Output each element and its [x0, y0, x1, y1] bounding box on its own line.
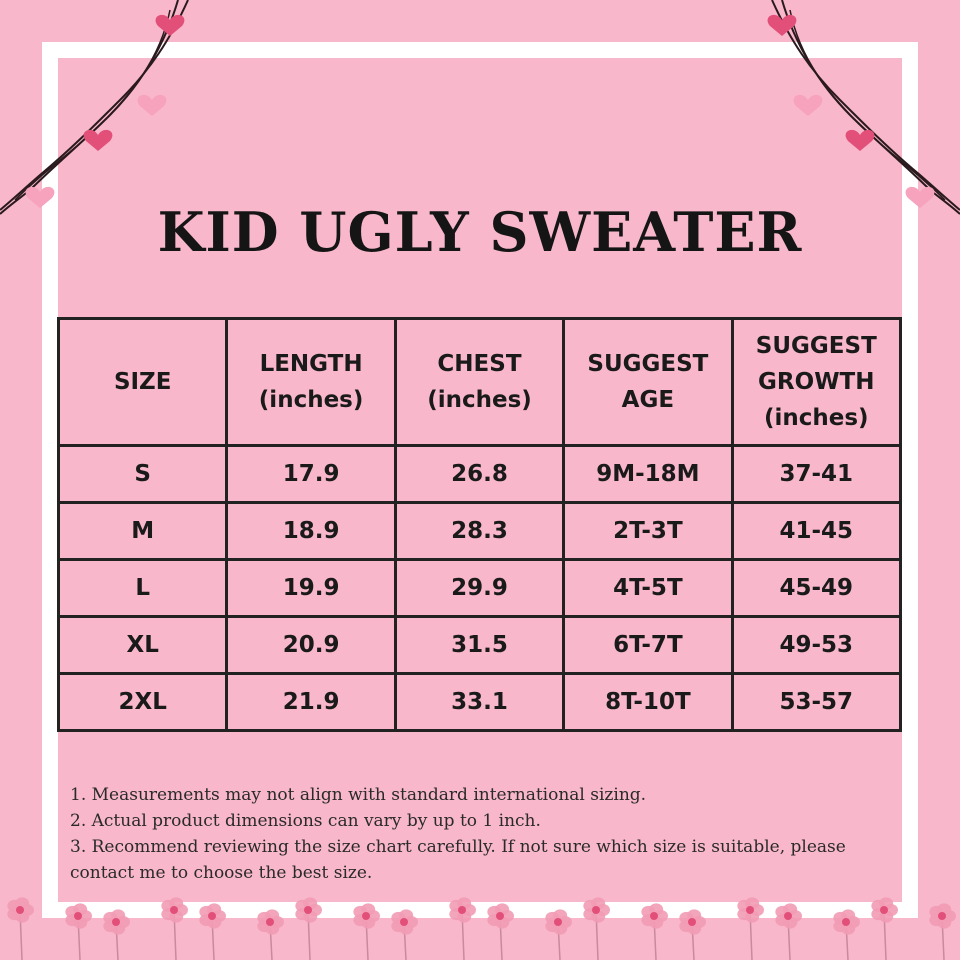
size-notes: 1. Measurements may not align with stand… — [70, 782, 910, 886]
flower-border — [7, 897, 956, 960]
heart-icon — [905, 186, 935, 208]
flower-icon — [583, 897, 610, 960]
flower-icon — [199, 903, 226, 960]
flower-icon — [449, 897, 476, 960]
cell-chest: 29.9 — [393, 558, 566, 618]
cell-growth: 37-41 — [730, 444, 903, 504]
cell-length: 17.9 — [225, 444, 397, 504]
heart-icon — [137, 94, 167, 116]
flower-icon — [7, 897, 34, 960]
flower-icon — [161, 897, 188, 960]
heart-icon — [793, 94, 823, 116]
cell-growth: 53-57 — [730, 672, 903, 732]
flower-icon — [775, 903, 802, 960]
cell-chest: 33.1 — [393, 672, 566, 732]
note-item: 2. Actual product dimensions can vary by… — [70, 811, 541, 831]
flower-icon — [103, 909, 130, 960]
heart-garland-left — [0, 0, 189, 215]
heart-icon — [845, 129, 875, 151]
cell-size: XL — [56, 615, 229, 675]
cell-age: 8T-10T — [562, 672, 734, 732]
flower-icon — [737, 897, 764, 960]
flower-icon — [65, 903, 92, 960]
size-chart-table: SIZE LENGTH (inches) CHEST (inches) SUGGES… — [56, 317, 903, 732]
cell-growth: 41-45 — [730, 501, 903, 561]
note-item: 3. Recommend reviewing the size chart ca… — [70, 837, 846, 883]
header-suggest-growth: SUGGEST GROWTH (inches) — [730, 317, 903, 447]
header-chest: CHEST (inches) — [393, 317, 566, 447]
header-size: SIZE — [56, 317, 229, 447]
heart-icon — [767, 14, 797, 36]
cell-age: 6T-7T — [562, 615, 734, 675]
cell-chest: 26.8 — [393, 444, 566, 504]
cell-size: S — [56, 444, 229, 504]
table-row: L 19.9 29.9 4T-5T 45-49 — [56, 558, 903, 618]
note-item: 1. Measurements may not align with stand… — [70, 785, 647, 805]
table-row: 2XL 21.9 33.1 8T-10T 53-57 — [56, 672, 903, 732]
flower-icon — [487, 903, 514, 960]
flower-icon — [353, 903, 380, 960]
cell-length: 18.9 — [225, 501, 397, 561]
cell-age: 4T-5T — [562, 558, 734, 618]
cell-chest: 31.5 — [393, 615, 566, 675]
page-title: KID UGLY SWEATER — [157, 200, 803, 264]
cell-size: 2XL — [56, 672, 229, 732]
flower-icon — [871, 897, 898, 960]
flower-icon — [641, 903, 668, 960]
heart-icon — [83, 129, 113, 151]
cell-growth: 45-49 — [730, 558, 903, 618]
heart-garland-right — [767, 0, 960, 215]
cell-size: L — [56, 558, 229, 618]
flower-icon — [391, 909, 418, 960]
heart-icon — [25, 186, 55, 208]
flower-icon — [833, 909, 860, 960]
cell-age: 2T-3T — [562, 501, 734, 561]
heart-icon — [155, 14, 185, 36]
cell-length: 20.9 — [225, 615, 397, 675]
cell-length: 21.9 — [225, 672, 397, 732]
table-row: S 17.9 26.8 9M-18M 37-41 — [56, 444, 903, 504]
cell-length: 19.9 — [225, 558, 397, 618]
table-row: M 18.9 28.3 2T-3T 41-45 — [56, 501, 903, 561]
table-header-row: SIZE LENGTH (inches) CHEST (inches) SUGGES… — [56, 317, 903, 447]
header-length: LENGTH (inches) — [225, 317, 397, 447]
table-row: XL 20.9 31.5 6T-7T 49-53 — [56, 615, 903, 675]
cell-chest: 28.3 — [393, 501, 566, 561]
header-suggest-age: SUGGEST AGE — [562, 317, 734, 447]
cell-age: 9M-18M — [562, 444, 734, 504]
cell-growth: 49-53 — [730, 615, 903, 675]
flower-icon — [929, 903, 956, 960]
cell-size: M — [56, 501, 229, 561]
flower-icon — [295, 897, 322, 960]
flower-icon — [679, 909, 706, 960]
flower-icon — [257, 909, 284, 960]
flower-icon — [545, 909, 572, 960]
